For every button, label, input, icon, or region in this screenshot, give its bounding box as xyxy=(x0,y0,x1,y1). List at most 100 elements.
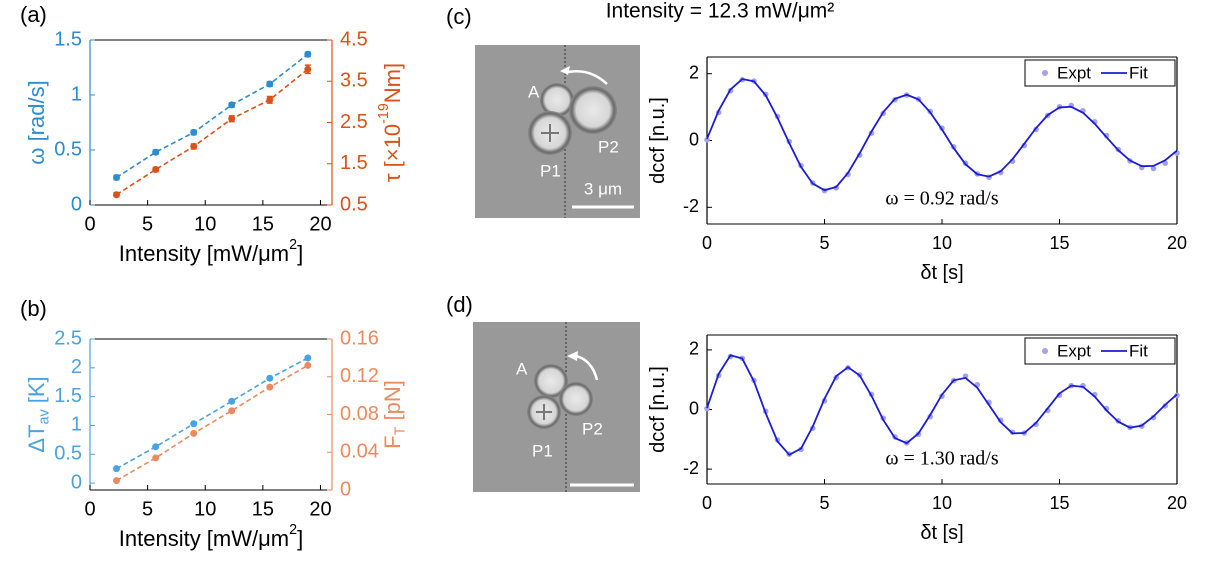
image-label: P1 xyxy=(532,441,553,460)
annotation: ω = 1.30 rad/s xyxy=(885,448,999,470)
marker xyxy=(190,420,198,428)
marker xyxy=(190,429,198,437)
y-tick-label: -2 xyxy=(683,196,699,216)
marker xyxy=(304,354,312,362)
x-tick-label: 0 xyxy=(702,233,712,253)
axis-label-part: 2 xyxy=(289,522,297,538)
axis-label-part: 2 xyxy=(289,237,297,253)
legend-label: Fit xyxy=(1129,341,1148,360)
axis-label-part: [pN] xyxy=(380,380,405,426)
marker xyxy=(190,142,198,150)
plot-area xyxy=(90,40,332,205)
axis-label-part: dccf [n.u.] xyxy=(647,366,669,453)
marker xyxy=(113,174,121,181)
marker xyxy=(228,407,236,415)
marker xyxy=(266,96,274,104)
y2-tick-label: 0.16 xyxy=(340,327,379,349)
marker xyxy=(266,80,274,88)
axis-label: δt [s] xyxy=(920,262,963,284)
y2-tick-label: 1.5 xyxy=(340,152,368,174)
y-tick-label: 1 xyxy=(71,83,82,105)
y-tick-label: 2 xyxy=(71,356,82,378)
panel-label: (c) xyxy=(446,4,472,29)
axis-label: δt [s] xyxy=(920,522,963,544)
marker xyxy=(152,166,160,174)
axis-label-part: F xyxy=(380,435,405,448)
axis-label: ω [rad/s] xyxy=(24,80,49,164)
header: Intensity = 12.3 mW/μm² xyxy=(606,0,835,23)
legend-label: Expt xyxy=(1057,63,1091,82)
axis-label: τ [×10-19Nm] xyxy=(376,63,405,182)
image-label: A xyxy=(516,359,528,378)
axis-label: FT [pN] xyxy=(380,380,409,449)
y2-tick-label: 0.04 xyxy=(340,441,379,463)
y2-tick-label: 0.08 xyxy=(340,403,379,425)
marker xyxy=(228,115,236,123)
micrograph: A P1 P2 xyxy=(473,322,640,492)
marker xyxy=(266,374,274,382)
legend-label: Fit xyxy=(1129,63,1148,82)
marker xyxy=(152,148,160,156)
marker xyxy=(304,50,312,58)
panel-label: (b) xyxy=(20,296,47,321)
image-label: P1 xyxy=(540,161,561,180)
axis-label-part: Intensity [mW/μm xyxy=(119,526,289,551)
marker xyxy=(228,397,236,405)
axis-label-part: ] xyxy=(297,526,303,551)
line xyxy=(706,354,1178,456)
axis-label: Intensity [mW/μm2] xyxy=(119,237,303,266)
legend-box xyxy=(1024,59,1176,87)
axis-label: dccf [n.u.] xyxy=(647,366,669,453)
y-tick-label: 0.5 xyxy=(54,138,82,160)
dashed-line xyxy=(116,357,309,470)
panel-label: (a) xyxy=(20,2,47,27)
legend-marker xyxy=(1042,70,1048,76)
scale-bar-label: 3 μm xyxy=(584,179,622,198)
x-tick-label: 0 xyxy=(84,498,95,520)
axis-label-part: ΔT xyxy=(24,424,49,452)
x-tick-label: 10 xyxy=(194,213,216,235)
y-tick-label: 1 xyxy=(71,414,82,436)
axis-label: Intensity [mW/μm2] xyxy=(119,522,303,551)
y-tick-label: 2 xyxy=(689,339,699,359)
y-tick-label: -2 xyxy=(683,458,699,478)
annotation: ω = 0.92 rad/s xyxy=(885,188,999,210)
y2-tick-label: 2.5 xyxy=(340,111,368,133)
axis-label-part: δt [s] xyxy=(920,522,963,544)
dashed-line xyxy=(116,364,309,482)
x-tick-label: 5 xyxy=(142,213,153,235)
axis-label-part: ω [rad/s] xyxy=(24,80,49,164)
marker xyxy=(113,477,121,485)
y-tick-label: 2.5 xyxy=(54,327,82,349)
axis-label-part: Nm] xyxy=(380,63,405,103)
panel-label: (d) xyxy=(446,292,473,317)
y-tick-label: 2 xyxy=(689,62,699,82)
axis-label-part: Intensity [mW/μm xyxy=(119,241,289,266)
x-tick-label: 5 xyxy=(819,493,829,513)
x-tick-label: 20 xyxy=(1167,493,1187,513)
marker xyxy=(704,137,710,143)
marker xyxy=(1150,165,1157,172)
axis-label-part: τ [×10 xyxy=(380,124,405,182)
legend-label: Expt xyxy=(1057,341,1091,360)
y-tick-label: 0.5 xyxy=(54,443,82,465)
x-tick-label: 10 xyxy=(194,498,216,520)
y-tick-label: 0 xyxy=(71,471,82,493)
plot-area xyxy=(90,339,332,490)
axis-label: ΔTav [K] xyxy=(24,376,53,452)
x-tick-label: 0 xyxy=(702,493,712,513)
marker xyxy=(152,454,160,462)
axis-label-part: dccf [n.u.] xyxy=(647,97,669,184)
marker xyxy=(304,361,312,369)
axis-label-part: -19 xyxy=(376,103,392,124)
x-tick-label: 15 xyxy=(252,498,274,520)
y-tick-label: 0 xyxy=(689,398,699,418)
legend-marker xyxy=(1042,348,1048,354)
axis-label-part: ] xyxy=(297,241,303,266)
x-tick-label: 20 xyxy=(309,213,331,235)
x-tick-label: 15 xyxy=(1049,493,1069,513)
marker xyxy=(190,128,198,136)
dashed-line xyxy=(116,68,309,196)
y-tick-label: 0 xyxy=(689,129,699,149)
y2-tick-label: 3.5 xyxy=(340,70,368,92)
